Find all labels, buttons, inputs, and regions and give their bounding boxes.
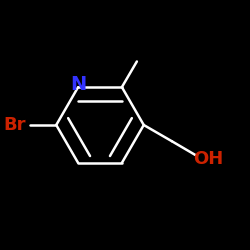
Text: OH: OH: [193, 150, 223, 168]
Text: Br: Br: [4, 116, 26, 134]
Text: N: N: [70, 75, 86, 94]
